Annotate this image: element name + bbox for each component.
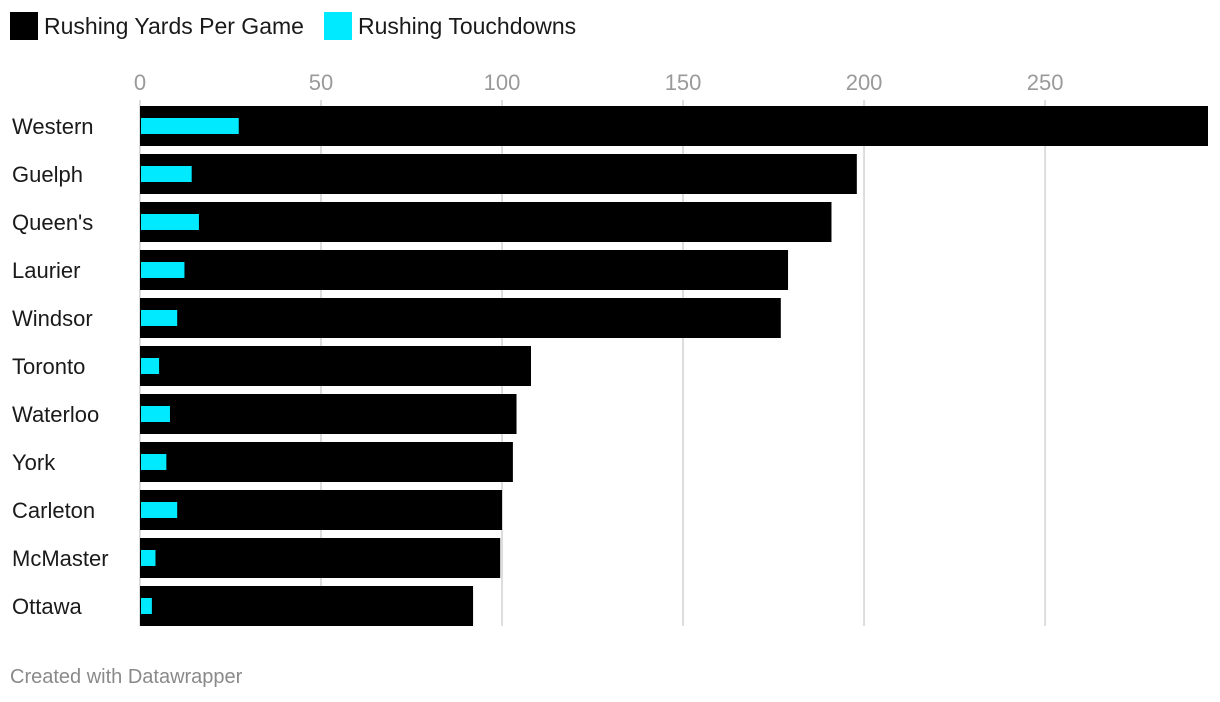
category-label-guelph: Guelph [12, 162, 83, 187]
x-tick-label-50: 50 [309, 70, 333, 95]
bar-rushing-yards-western [140, 106, 1208, 146]
bar-rushing-yards-toronto [140, 346, 531, 386]
bar-rushing-yards-carleton [140, 490, 503, 530]
legend: Rushing Yards Per Game Rushing Touchdown… [10, 12, 596, 40]
category-label-toronto: Toronto [12, 354, 85, 379]
x-tick-label-0: 0 [134, 70, 146, 95]
bar-rushing-yards-guelph [140, 154, 857, 194]
category-label-laurier: Laurier [12, 258, 80, 283]
bar-rushing-touchdowns-laurier [141, 262, 185, 278]
category-label-ottawa: Ottawa [12, 594, 82, 619]
x-tick-label-150: 150 [665, 70, 702, 95]
bar-rushing-touchdowns-queen-s [141, 214, 199, 230]
bar-rushing-yards-windsor [140, 298, 781, 338]
footer-credit: Created with Datawrapper [10, 666, 243, 688]
bar-rushing-yards-ottawa [140, 586, 474, 626]
legend-swatch-rushing-yards [10, 12, 38, 40]
legend-label-rushing-yards: Rushing Yards Per Game [44, 12, 304, 39]
bar-rushing-yards-mcmaster [140, 538, 501, 578]
bar-rushing-touchdowns-mcmaster [141, 550, 156, 566]
category-label-waterloo: Waterloo [12, 402, 99, 427]
bar-rushing-touchdowns-guelph [141, 166, 192, 182]
bar-rushing-touchdowns-toronto [141, 358, 160, 374]
category-label-western: Western [12, 114, 94, 139]
bar-rushing-touchdowns-carleton [141, 502, 178, 518]
category-label-windsor: Windsor [12, 306, 93, 331]
legend-item-rushing-touchdowns: Rushing Touchdowns [323, 12, 577, 40]
x-tick-label-100: 100 [484, 70, 521, 95]
bar-rushing-yards-laurier [140, 250, 789, 290]
category-label-queen-s: Queen's [12, 210, 93, 235]
legend-swatch-rushing-touchdowns [323, 12, 352, 40]
bar-rushing-touchdowns-windsor [141, 310, 178, 326]
bar-rushing-yards-queen-s [140, 202, 832, 242]
category-label-carleton: Carleton [12, 498, 95, 523]
bar-rushing-touchdowns-waterloo [141, 406, 170, 422]
bar-rushing-touchdowns-york [141, 454, 167, 470]
bar-rushing-yards-waterloo [140, 394, 517, 434]
legend-item-rushing-yards: Rushing Yards Per Game [10, 12, 304, 40]
x-tick-label-200: 200 [846, 70, 883, 95]
category-label-york: York [12, 450, 56, 475]
bar-rushing-touchdowns-western [141, 118, 239, 134]
legend-label-rushing-touchdowns: Rushing Touchdowns [357, 12, 577, 39]
x-tick-label-250: 250 [1027, 70, 1064, 95]
category-label-mcmaster: McMaster [12, 546, 109, 571]
bar-rushing-touchdowns-ottawa [141, 598, 152, 614]
bar-rushing-yards-york [140, 442, 513, 482]
